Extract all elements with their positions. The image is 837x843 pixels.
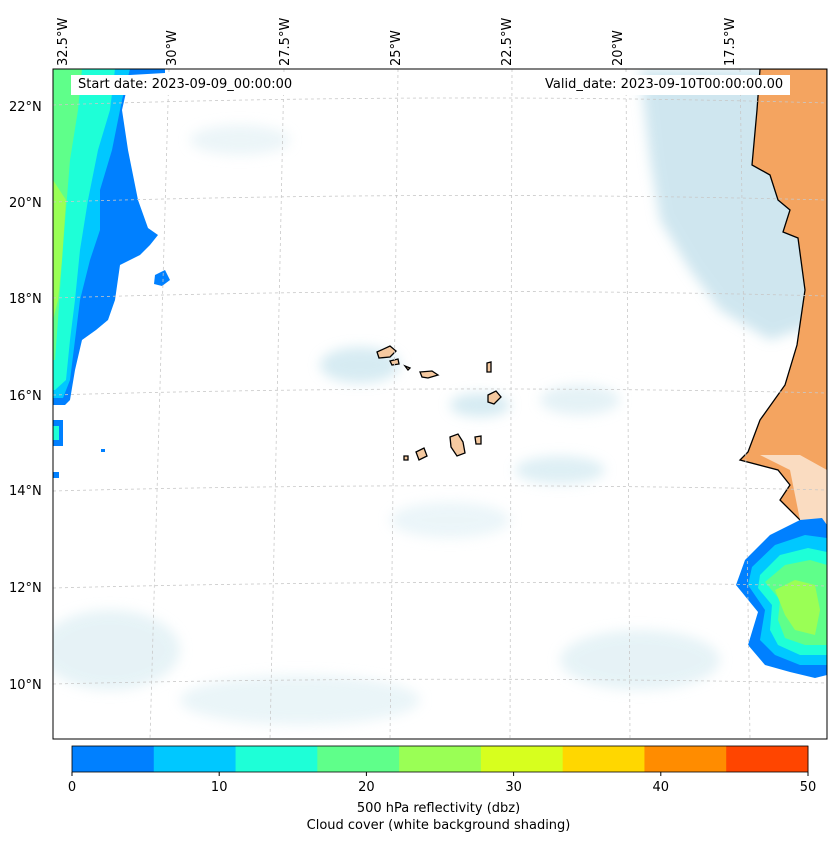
map-panel bbox=[53, 69, 827, 739]
valid-date-label: Valid_date: 2023-09-10T00:00:00.00 bbox=[538, 75, 791, 95]
refl-west-spot-inner bbox=[53, 426, 59, 440]
island-brava bbox=[403, 455, 409, 461]
cloud-patch bbox=[515, 456, 605, 484]
island-santo-antao bbox=[376, 345, 397, 359]
colorbar-tick-label: 0 bbox=[68, 780, 76, 795]
colorbar-segment bbox=[317, 746, 400, 772]
refl-west-blob bbox=[154, 270, 170, 286]
africa-interior-fade bbox=[760, 455, 827, 530]
cabo-verde-islands bbox=[376, 345, 502, 461]
colorbar-segment bbox=[153, 746, 237, 772]
colorbar-segment bbox=[644, 746, 727, 772]
cloud-patch bbox=[180, 675, 420, 725]
island-sal bbox=[486, 361, 492, 373]
colorbar-frame bbox=[71, 745, 809, 773]
colorbar-tick-label: 20 bbox=[358, 780, 375, 795]
colorbar-tick-label: 30 bbox=[505, 780, 522, 795]
colorbar-label: 500 hPa reflectivity (dbz) bbox=[356, 801, 521, 816]
cloud-patch bbox=[190, 125, 290, 155]
lon-label: 27.5°W bbox=[278, 18, 293, 66]
colorbar-segment bbox=[235, 746, 318, 772]
lon-label: 20°W bbox=[611, 30, 626, 66]
colorbar: 0 10 20 30 40 50 bbox=[68, 745, 817, 795]
colorbar-segment bbox=[480, 746, 564, 772]
colorbar-segment bbox=[726, 746, 809, 772]
refl-west-spot-small bbox=[53, 472, 59, 478]
refl-se-30 bbox=[775, 580, 820, 635]
start-date-label: Start date: 2023-09-09_00:00:00 bbox=[71, 75, 300, 95]
lat-label: 10°N bbox=[9, 678, 42, 693]
lon-label: 17.5°W bbox=[723, 18, 738, 66]
colorbar-tick-label: 10 bbox=[211, 780, 228, 795]
island-sao-nicolau bbox=[419, 370, 440, 379]
colorbar-segment bbox=[72, 746, 155, 772]
island-fogo bbox=[415, 447, 428, 461]
lat-label: 20°N bbox=[9, 196, 42, 211]
longitude-labels: 32.5°W 30°W 27.5°W 25°W 22.5°W 20°W 17.5… bbox=[56, 18, 738, 66]
lon-label: 22.5°W bbox=[500, 18, 515, 66]
colorbar-segment bbox=[562, 746, 645, 772]
island-santa-luzia bbox=[403, 364, 412, 371]
island-maio bbox=[474, 435, 482, 445]
map-frame bbox=[52, 68, 828, 740]
refl-west-25 bbox=[53, 69, 82, 360]
lat-label: 16°N bbox=[9, 389, 42, 404]
lat-label: 14°N bbox=[9, 484, 42, 499]
refl-west-dot bbox=[101, 449, 105, 452]
lon-label: 32.5°W bbox=[56, 18, 71, 66]
cloud-patch bbox=[390, 502, 510, 538]
island-boa-vista bbox=[487, 390, 502, 405]
island-sao-vicente bbox=[389, 358, 400, 366]
reflectivity-west bbox=[53, 69, 170, 478]
latitude-labels: 22°N 20°N 18°N 16°N 14°N 12°N 10°N bbox=[9, 100, 42, 693]
refl-west-30 bbox=[53, 180, 66, 320]
reflectivity-southeast bbox=[736, 518, 827, 678]
lat-label: 22°N bbox=[9, 100, 42, 115]
africa-coast bbox=[738, 69, 827, 531]
lon-label: 25°W bbox=[389, 30, 404, 66]
lat-label: 18°N bbox=[9, 292, 42, 307]
island-santiago bbox=[449, 433, 466, 457]
cloud-patch bbox=[540, 385, 620, 415]
graticule bbox=[53, 69, 827, 739]
lat-label: 12°N bbox=[9, 581, 42, 596]
cloud-cover-caption: Cloud cover (white background shading) bbox=[306, 818, 571, 833]
cloud-patch bbox=[560, 630, 720, 690]
lon-label: 30°W bbox=[165, 30, 180, 66]
colorbar-tick-label: 50 bbox=[800, 780, 817, 795]
colorbar-segment bbox=[399, 746, 482, 772]
colorbar-tick-label: 40 bbox=[653, 780, 670, 795]
cloud-patch bbox=[53, 610, 180, 690]
